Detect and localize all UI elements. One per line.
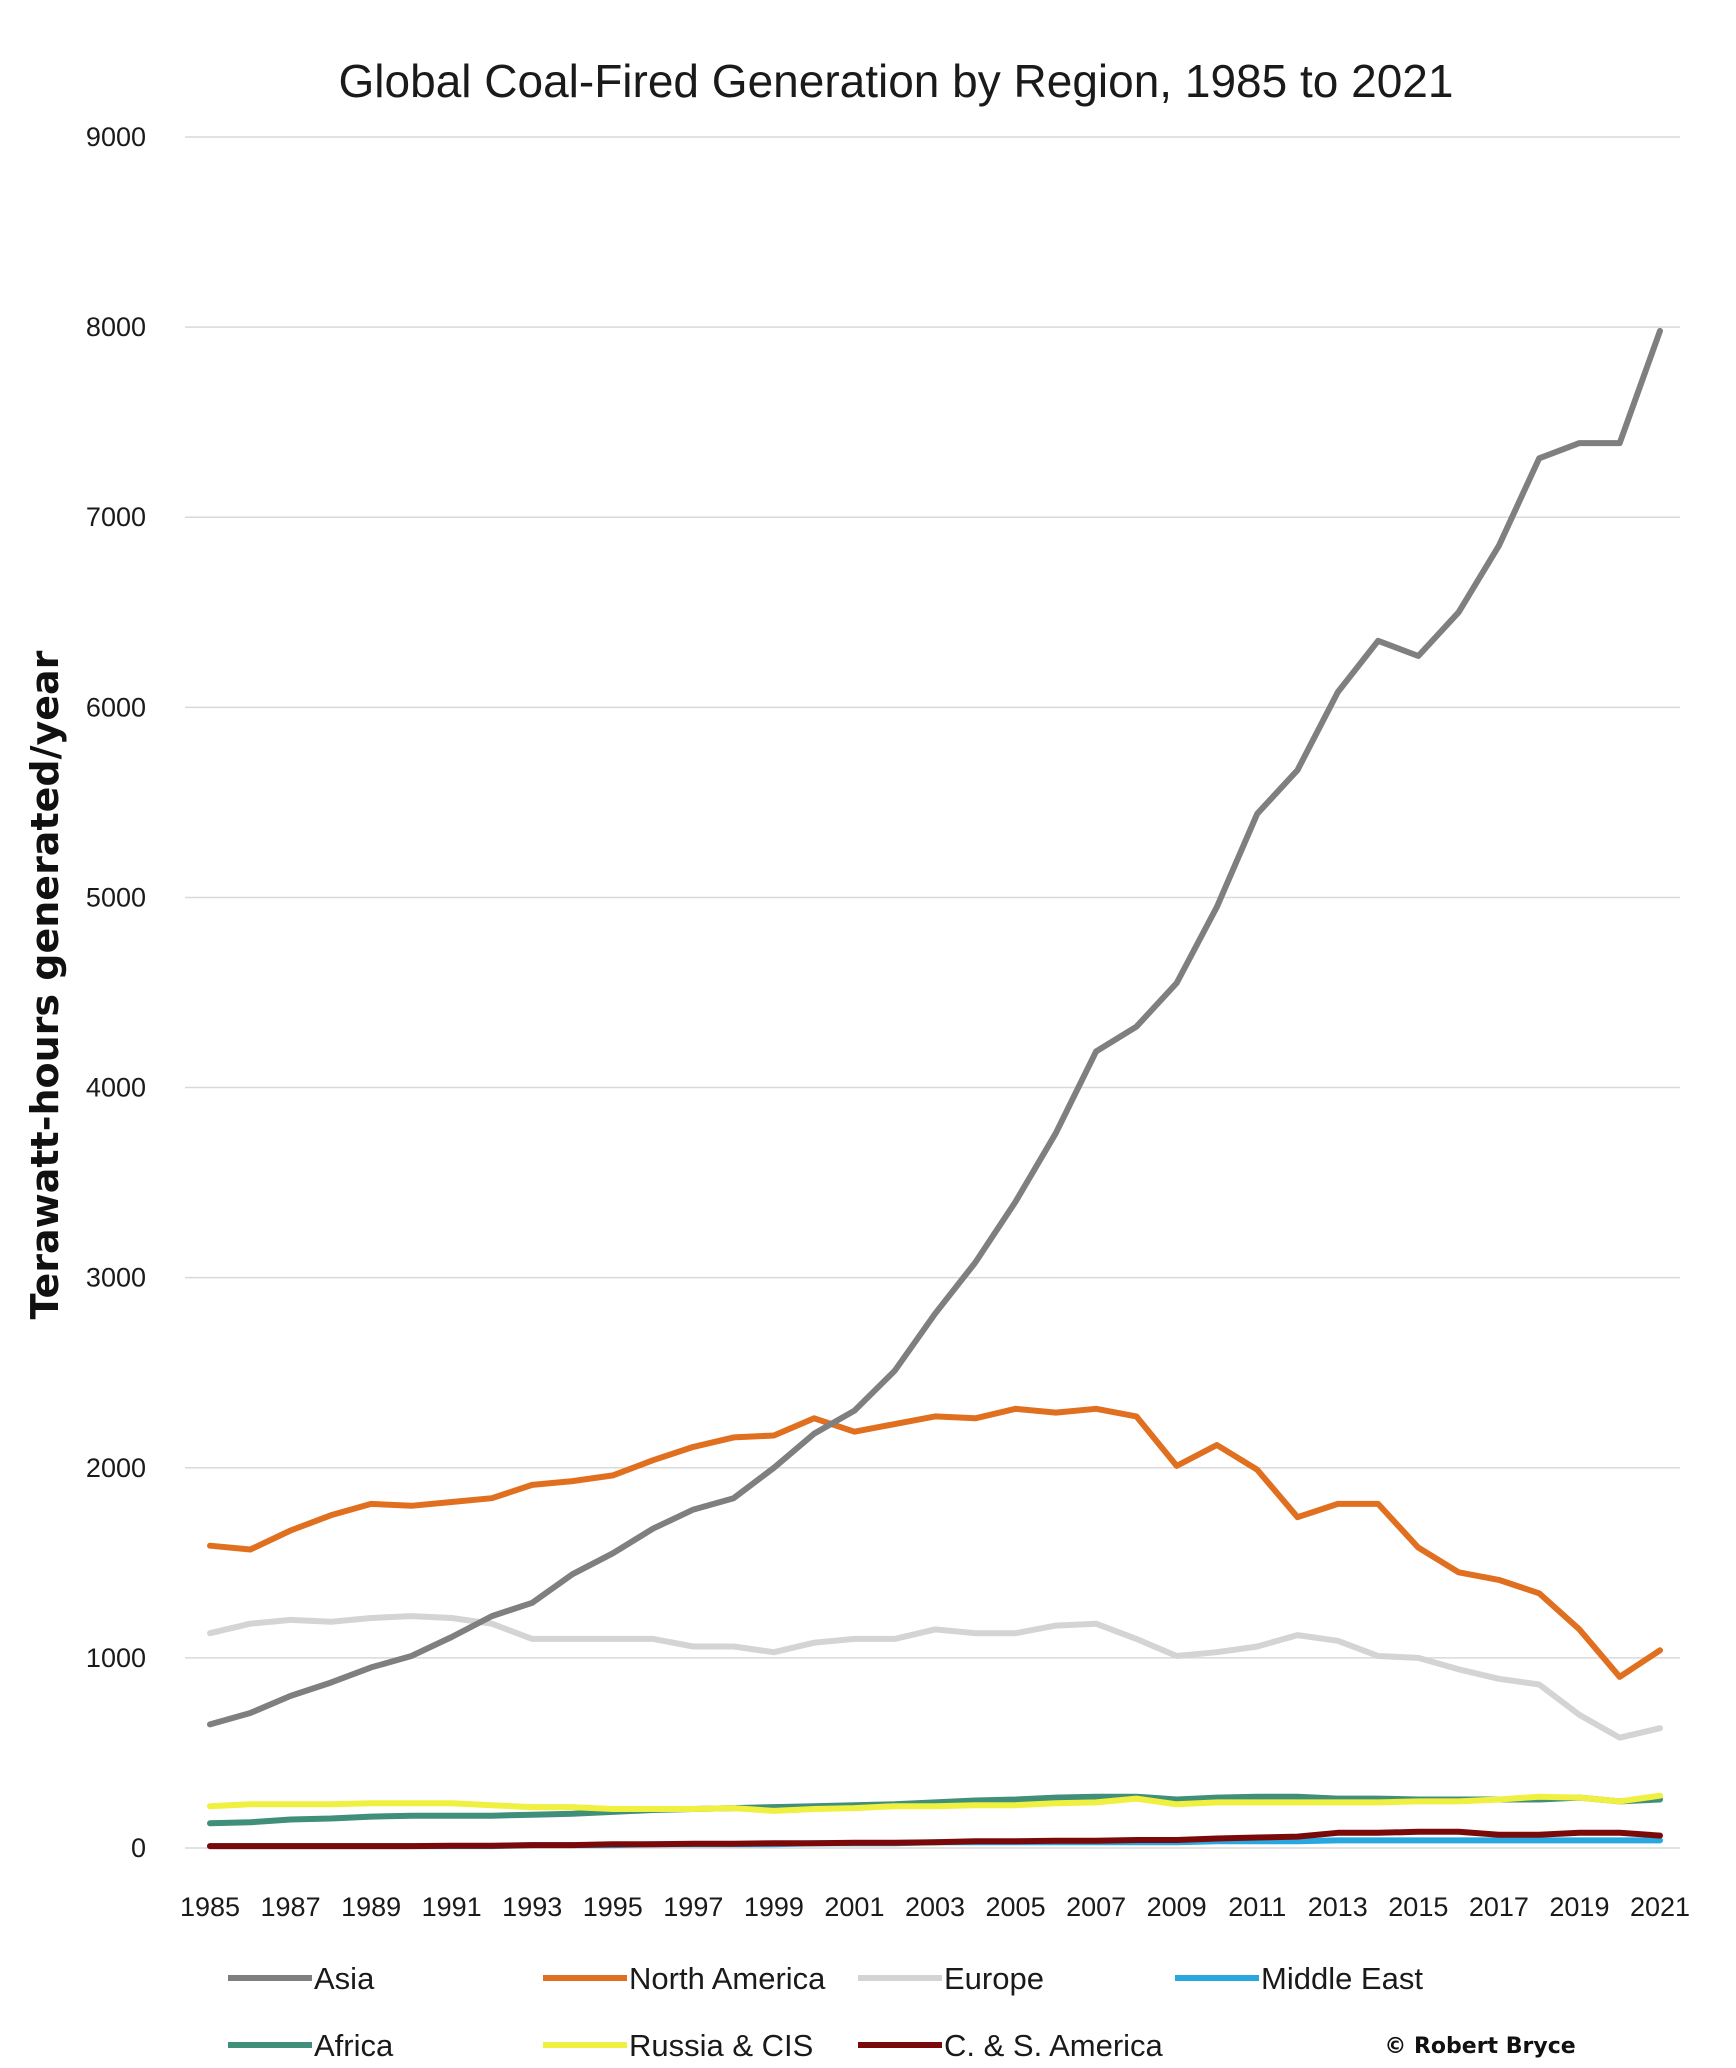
x-tick-label: 1995 bbox=[583, 1892, 643, 1922]
x-tick-label: 2015 bbox=[1388, 1892, 1448, 1922]
x-tick-label: 2017 bbox=[1469, 1892, 1529, 1922]
y-tick-label: 4000 bbox=[86, 1073, 146, 1103]
x-tick-label: 2009 bbox=[1147, 1892, 1207, 1922]
y-tick-label: 3000 bbox=[86, 1263, 146, 1293]
x-axis-ticks: 1985 1987 1989 1991 1993 1995 1997 1999 2001 2003… bbox=[180, 1892, 1690, 1922]
series-line-europe bbox=[207, 1613, 1663, 1741]
x-tick-label: 2003 bbox=[905, 1892, 965, 1922]
x-tick-label: 2005 bbox=[986, 1892, 1046, 1922]
x-tick-label: 2011 bbox=[1228, 1892, 1286, 1922]
y-tick-label: 8000 bbox=[86, 312, 146, 342]
legend: Asia North America Europe Middle East Africa… bbox=[228, 1961, 1423, 2063]
series-line-asia bbox=[207, 327, 1663, 1728]
x-tick-label: 1997 bbox=[663, 1892, 723, 1922]
legend-label-asia: Asia bbox=[314, 1961, 375, 1996]
x-tick-label: 2007 bbox=[1066, 1892, 1126, 1922]
x-tick-label: 1991 bbox=[422, 1892, 482, 1922]
y-tick-label: 1000 bbox=[86, 1643, 146, 1673]
x-tick-label: 2019 bbox=[1549, 1892, 1609, 1922]
x-tick-label: 1999 bbox=[744, 1892, 804, 1922]
y-tick-label: 2000 bbox=[86, 1453, 146, 1483]
y-tick-label: 9000 bbox=[86, 122, 146, 152]
chart-title: Global Coal-Fired Generation by Region, … bbox=[339, 55, 1454, 107]
series-line-c-s-america bbox=[207, 1828, 1663, 1850]
x-tick-label: 1989 bbox=[341, 1892, 401, 1922]
legend-label-russia-cis: Russia & CIS bbox=[629, 2028, 813, 2063]
y-tick-label: 0 bbox=[131, 1833, 146, 1863]
credit-label: © Robert Bryce bbox=[1384, 2034, 1575, 2059]
x-tick-label: 2013 bbox=[1308, 1892, 1368, 1922]
x-tick-label: 1993 bbox=[502, 1892, 562, 1922]
y-tick-label: 6000 bbox=[86, 692, 146, 722]
x-tick-label: 2021 bbox=[1630, 1892, 1690, 1922]
y-tick-label: 7000 bbox=[86, 502, 146, 532]
series-line-russia-cis bbox=[207, 1792, 1663, 1814]
legend-label-middle-east: Middle East bbox=[1261, 1961, 1423, 1996]
x-tick-label: 2001 bbox=[824, 1892, 884, 1922]
series-lines bbox=[207, 327, 1663, 1850]
gridlines bbox=[185, 136, 1680, 1849]
legend-label-europe: Europe bbox=[944, 1961, 1044, 1996]
y-tick-label: 5000 bbox=[86, 882, 146, 912]
x-tick-label: 1985 bbox=[180, 1892, 240, 1922]
series-line-north-america bbox=[207, 1405, 1663, 1680]
x-tick-label: 1987 bbox=[261, 1892, 321, 1922]
legend-label-north-america: North America bbox=[629, 1961, 826, 1996]
y-axis-ticks: 0 1000 2000 3000 4000 5000 6000 7000 8000 9000 bbox=[86, 122, 146, 1863]
legend-label-c-s-america: C. & S. America bbox=[944, 2028, 1164, 2063]
legend-label-africa: Africa bbox=[314, 2028, 394, 2063]
y-axis-label: Terawatt-hours generated/year bbox=[23, 650, 67, 1319]
